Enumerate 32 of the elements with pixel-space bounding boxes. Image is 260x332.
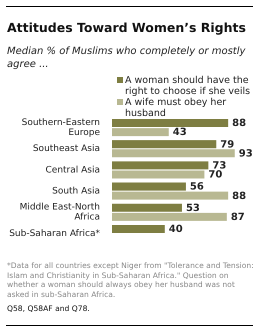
chart-title: Attitudes Toward Women’s Rights	[7, 20, 246, 35]
data-label: 87	[230, 212, 245, 223]
bar	[112, 149, 235, 158]
legend-label: A woman should have the right to choose if she veils	[125, 75, 252, 97]
data-label: 70	[208, 170, 222, 181]
y-tick-label: Southern-Eastern Europe	[22, 118, 100, 138]
bar	[112, 204, 182, 212]
bar	[112, 161, 208, 170]
data-label: 53	[186, 202, 200, 214]
bar	[112, 224, 165, 233]
chart-subtitle: Median % of Muslims who completely or mostly agree ...	[7, 45, 246, 71]
bar	[112, 128, 169, 136]
data-label: 43	[172, 127, 187, 138]
bar	[112, 140, 216, 148]
data-label: 73	[212, 160, 226, 172]
y-tick-label: Middle East-North Africa	[20, 202, 100, 223]
bar	[112, 212, 227, 221]
y-tick-label: Southeast Asia	[32, 144, 100, 154]
data-label: 88	[232, 190, 246, 202]
bar	[112, 192, 228, 200]
bar	[112, 118, 228, 127]
data-label: 56	[190, 182, 204, 193]
y-tick-label: Central Asia	[46, 165, 100, 176]
data-label: 88	[232, 118, 246, 130]
y-tick-label: South Asia	[52, 186, 100, 196]
data-label: 79	[220, 139, 234, 150]
bar	[112, 170, 204, 178]
data-label: 40	[168, 224, 183, 236]
legend-label: A wife must obey her husband	[125, 97, 228, 119]
y-tick-label: Sub-Saharan Africa*	[9, 228, 100, 239]
bar	[112, 182, 186, 191]
data-label: 93	[238, 148, 253, 160]
